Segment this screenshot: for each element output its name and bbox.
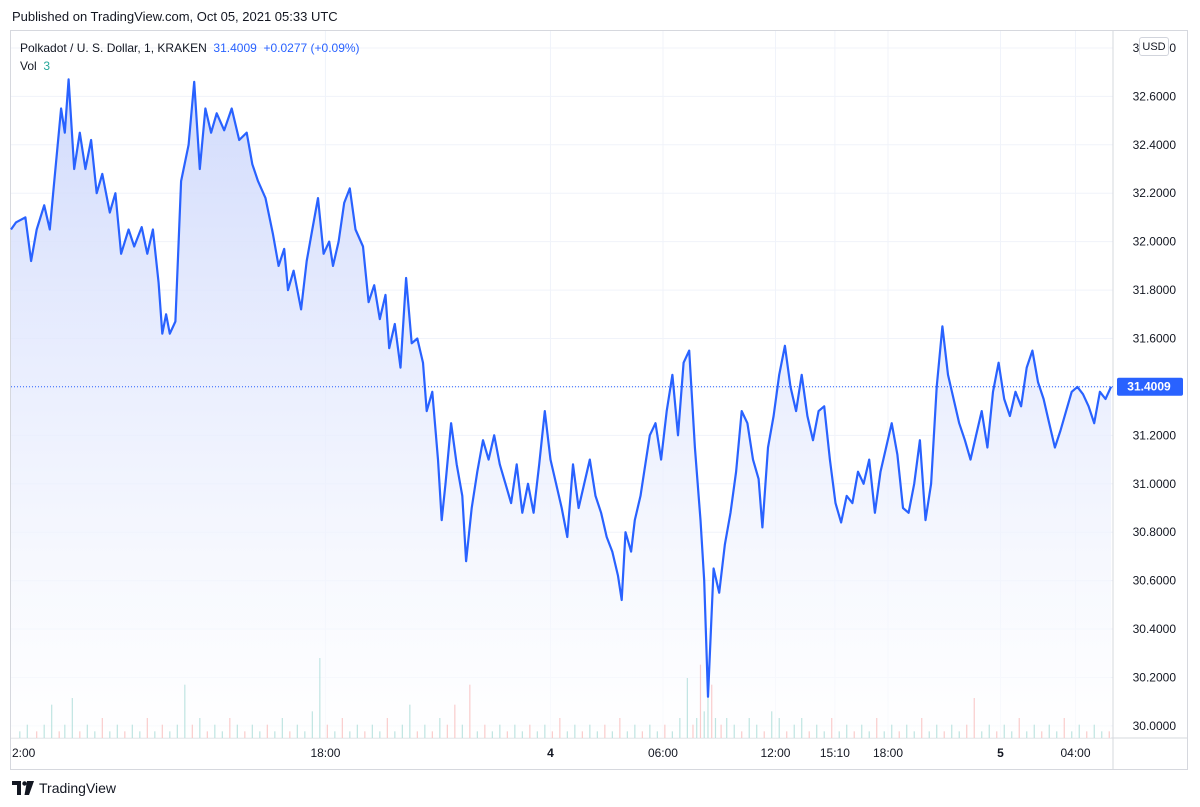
x-tick-label: 15:10 — [820, 746, 850, 760]
y-tick-label: 30.2000 — [1133, 670, 1177, 684]
y-tick-label: 30.6000 — [1133, 574, 1177, 588]
chart-legend: Polkadot / U. S. Dollar, 1, KRAKEN 31.40… — [20, 39, 360, 75]
tradingview-logo-text: TradingView — [39, 780, 117, 796]
x-tick-label: 12:00 — [760, 746, 790, 760]
price-line[interactable] — [10, 78, 1113, 698]
chart-frame — [10, 30, 1188, 770]
x-tick-label: 5 — [997, 746, 1004, 760]
x-tick-label: 4 — [547, 746, 554, 760]
y-tick-label: 30.8000 — [1133, 525, 1177, 539]
y-tick-label: 31.6000 — [1133, 331, 1177, 345]
volume-value: 3 — [43, 59, 51, 73]
last-price-tag-label: 31.4009 — [1127, 380, 1171, 394]
symbol-row: Polkadot / U. S. Dollar, 1, KRAKEN 31.40… — [20, 39, 360, 57]
x-tick-label: 2:00 — [12, 746, 36, 760]
symbol-title[interactable]: Polkadot / U. S. Dollar, 1, KRAKEN — [20, 41, 207, 55]
y-tick-label: 32.6000 — [1133, 89, 1177, 103]
y-tick-label: 32.0000 — [1133, 235, 1177, 249]
volume-label[interactable]: Vol — [20, 59, 37, 73]
y-tick-label: 31.8000 — [1133, 283, 1177, 297]
y-tick-label: 32.2000 — [1133, 186, 1177, 200]
price-area-fill — [11, 79, 1112, 738]
volume-row: Vol 3 — [20, 57, 360, 75]
x-tick-label: 18:00 — [873, 746, 903, 760]
y-tick-label: 32.4000 — [1133, 138, 1177, 152]
x-tick-label: 06:00 — [648, 746, 678, 760]
price-change-value: +0.0277 (+0.09%) — [263, 41, 360, 55]
y-tick-label: 30.4000 — [1133, 622, 1177, 636]
y-tick-label: 30.0000 — [1133, 719, 1177, 733]
y-tick-label: 31.2000 — [1133, 428, 1177, 442]
x-tick-label: 18:00 — [310, 746, 340, 760]
last-price-value: 31.4009 — [213, 41, 257, 55]
footer-branding[interactable]: TradingView — [12, 778, 116, 798]
published-caption: Published on TradingView.com, Oct 05, 20… — [12, 9, 338, 24]
tradingview-logo-icon — [12, 781, 34, 795]
x-tick-label: 04:00 — [1060, 746, 1090, 760]
y-tick-label: 31.0000 — [1133, 477, 1177, 491]
currency-button[interactable]: USD — [1139, 37, 1169, 56]
last-price-tag — [1117, 377, 1183, 396]
